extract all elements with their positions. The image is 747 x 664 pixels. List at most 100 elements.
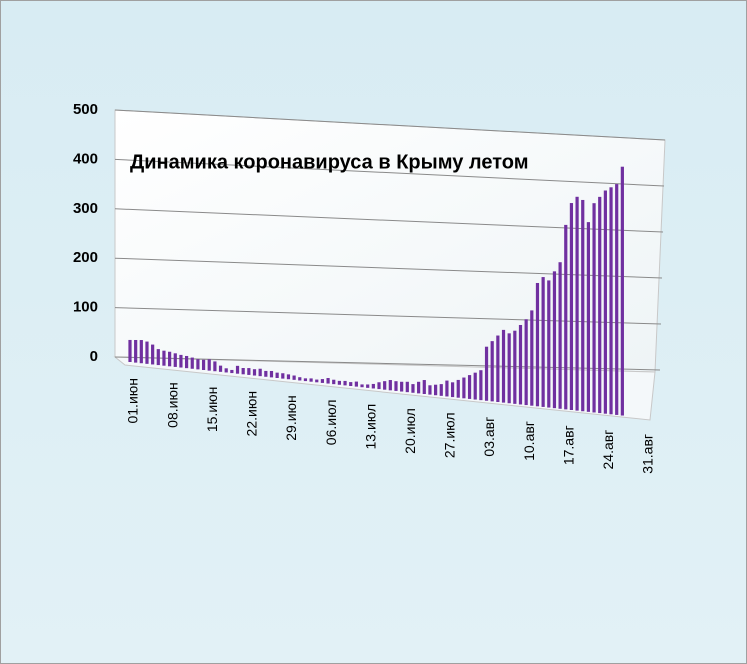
bar <box>388 380 392 391</box>
bar <box>547 280 551 408</box>
x-tick-label: 01.июн <box>125 378 141 424</box>
bar <box>343 380 347 386</box>
bar <box>252 369 257 376</box>
bar <box>303 378 308 382</box>
bar <box>575 196 579 411</box>
bar <box>496 335 500 402</box>
bar <box>162 350 166 366</box>
bar <box>224 368 228 373</box>
bar <box>581 199 585 412</box>
bar <box>320 379 325 383</box>
bar <box>173 353 177 367</box>
bar <box>615 184 619 415</box>
bar <box>337 380 341 385</box>
bar <box>439 384 443 396</box>
bar <box>218 365 223 372</box>
bar <box>275 372 279 378</box>
bar <box>501 329 506 403</box>
x-tick-label: 10.авг <box>521 421 537 461</box>
bar <box>247 368 251 375</box>
bar <box>507 333 511 404</box>
bar <box>241 368 245 375</box>
bar <box>479 370 483 401</box>
chart-title: Динамика коронавируса в Крыму летом <box>130 151 529 173</box>
x-tick-label: 31.авг <box>640 434 656 474</box>
bar <box>145 341 149 364</box>
grid-line <box>114 158 665 187</box>
x-tick-label: 17.авг <box>560 425 576 465</box>
bar <box>332 379 336 385</box>
x-tick-label: 03.авг <box>481 417 497 457</box>
bar <box>151 344 155 365</box>
grid-line <box>114 356 661 371</box>
bar <box>258 368 262 377</box>
bar <box>366 384 370 388</box>
bar <box>552 271 557 409</box>
bar <box>620 166 624 416</box>
bar <box>128 339 132 362</box>
x-tick-label: 24.авг <box>600 430 616 470</box>
bar <box>354 381 358 387</box>
bar <box>179 354 183 368</box>
bar <box>196 359 200 370</box>
x-tick-label: 08.июн <box>164 382 180 428</box>
bar <box>428 385 432 395</box>
bar <box>309 378 313 382</box>
bar <box>383 381 387 390</box>
bar <box>264 370 268 377</box>
bar <box>518 324 523 405</box>
bar <box>213 361 217 372</box>
bar <box>564 224 568 410</box>
bar <box>400 381 404 392</box>
bar <box>139 340 143 364</box>
bar <box>456 379 460 398</box>
bar <box>298 377 302 381</box>
bar <box>462 377 466 399</box>
x-tick-label: 15.июн <box>204 387 220 433</box>
y-tick-label: 200 <box>73 249 98 266</box>
y-tick-label: 500 <box>73 101 98 118</box>
bar <box>434 384 438 396</box>
bar <box>292 375 296 380</box>
bar <box>467 375 472 399</box>
bar <box>535 282 540 407</box>
bar <box>405 381 409 393</box>
bar <box>598 196 602 414</box>
x-tick-label: 22.июн <box>244 391 260 437</box>
bar <box>513 330 517 404</box>
bar <box>603 190 607 414</box>
bar <box>569 203 574 410</box>
x-tick-label: 06.июл <box>323 400 339 446</box>
bar <box>377 382 381 390</box>
bar <box>422 380 426 394</box>
bar <box>490 341 494 402</box>
x-tick-label: 29.июн <box>283 395 299 441</box>
bar <box>269 370 274 378</box>
bar <box>417 381 421 394</box>
bar <box>592 203 596 413</box>
bar <box>281 373 285 379</box>
bar <box>541 277 545 407</box>
bar <box>450 382 455 398</box>
bar <box>326 378 330 384</box>
x-tick-label: 27.июл <box>442 412 458 458</box>
bar <box>445 380 449 397</box>
y-tick-label: 0 <box>90 348 98 365</box>
bar <box>530 310 534 406</box>
y-tick-label: 400 <box>73 150 98 167</box>
bar <box>586 222 591 412</box>
bar <box>235 365 240 374</box>
bar <box>286 374 291 380</box>
bar <box>371 383 375 389</box>
bar <box>349 382 353 386</box>
bar <box>134 339 138 363</box>
bar <box>201 359 206 370</box>
bar <box>156 349 160 366</box>
x-tick-label: 20.июл <box>402 408 418 454</box>
bar <box>230 369 234 374</box>
y-tick-label: 300 <box>73 200 98 217</box>
x-tick-label: 13.июл <box>362 404 378 450</box>
bar <box>411 384 415 393</box>
bar <box>609 187 613 415</box>
